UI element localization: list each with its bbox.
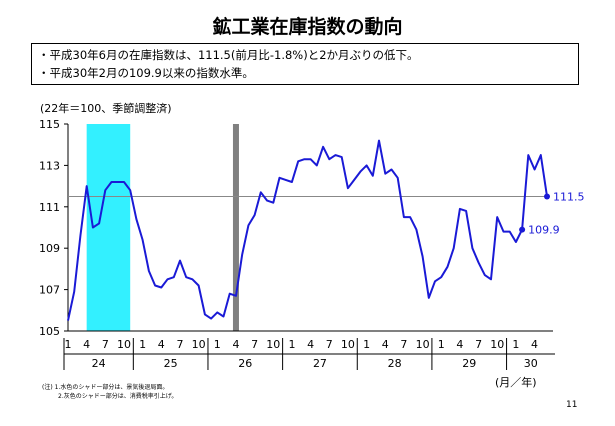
x-tick-label: 1 [214,338,221,351]
x-tick-label: 7 [251,338,258,351]
annotation-label: 109.9 [528,224,560,237]
x-tick-label: 4 [382,338,389,351]
x-tick-label: 1 [65,338,72,351]
x-tick-label: 4 [531,338,538,351]
x-tick-label: 7 [102,338,109,351]
x-tick-label: 10 [192,338,206,351]
x-tick-label: 10 [490,338,504,351]
x-tick-label: 10 [266,338,280,351]
y-tick-label: 111 [39,201,60,214]
footnote-2: 2.灰色のシャドー部分は、消費税率引上げ。 [58,393,178,400]
year-label: 24 [92,357,106,370]
x-tick-label: 10 [341,338,355,351]
summary-box: ・平成30年6月の在庫指数は、111.5(前月比-1.8%)と2か月ぶりの低下。… [31,43,579,85]
x-tick-label: 1 [438,338,445,351]
x-tick-label: 4 [158,338,165,351]
year-label: 28 [388,357,402,370]
year-label: 29 [462,357,476,370]
annotation-marker [544,193,550,200]
x-tick-label: 4 [232,338,239,351]
y-tick-label: 109 [39,242,60,255]
year-label: 30 [524,357,538,370]
y-tick-label: 107 [39,284,60,297]
y-tick-label: 105 [39,325,60,338]
year-label: 26 [238,357,252,370]
y-tick-label: 113 [39,159,60,172]
x-tick-label: 4 [83,338,90,351]
shaded-periods [86,124,239,331]
x-tick-label: 1 [363,338,370,351]
x-unit-label: (月／年) [495,376,537,389]
x-tick-label: 7 [400,338,407,351]
y-tick-label: 115 [39,118,60,131]
year-label: 27 [313,357,327,370]
x-tick-label: 1 [512,338,519,351]
unit-note: (22年＝100、季節調整済) [40,102,172,115]
x-tick-label: 10 [416,338,430,351]
annotation-label: 111.5 [553,190,585,203]
x-tick-label: 4 [456,338,463,351]
y-axis: 105 107 109 111 113 115 [39,118,69,338]
x-tick-label: 1 [288,338,295,351]
footnotes: (注) 1.水色のシャドー部分は、景気後退局面。 2.灰色のシャドー部分は、消費… [42,383,177,401]
footnote-1: (注) 1.水色のシャドー部分は、景気後退局面。 [42,384,169,391]
x-axis: 1 4 7 10 1 4 7 10 1 4 7 10 1 4 7 10 1 4 7 10 1 4 7 10 1 424 25 26 27… [63,330,555,370]
tax-increase-shade [232,124,239,331]
summary-line-1: ・平成30年6月の在庫指数は、111.5(前月比-1.8%)と2か月ぶりの低下。 [38,48,419,62]
annotation-layer: 109.9 111.5 [519,190,585,237]
page-number: 11 [566,400,578,410]
x-tick-label: 7 [176,338,183,351]
summary-line-2: ・平成30年2月の109.9以来の指数水準。 [38,66,254,80]
x-tick-label: 7 [475,338,482,351]
x-tick-label: 1 [139,338,146,351]
series-layer [67,139,548,321]
x-tick-label: 7 [326,338,333,351]
year-label: 25 [164,357,178,370]
x-tick-label: 10 [117,338,131,351]
series-line-inventory-index [67,139,548,321]
page-title: 鉱工業在庫指数の動向 [212,16,403,38]
x-tick-label: 4 [307,338,314,351]
annotation-marker [519,226,526,233]
